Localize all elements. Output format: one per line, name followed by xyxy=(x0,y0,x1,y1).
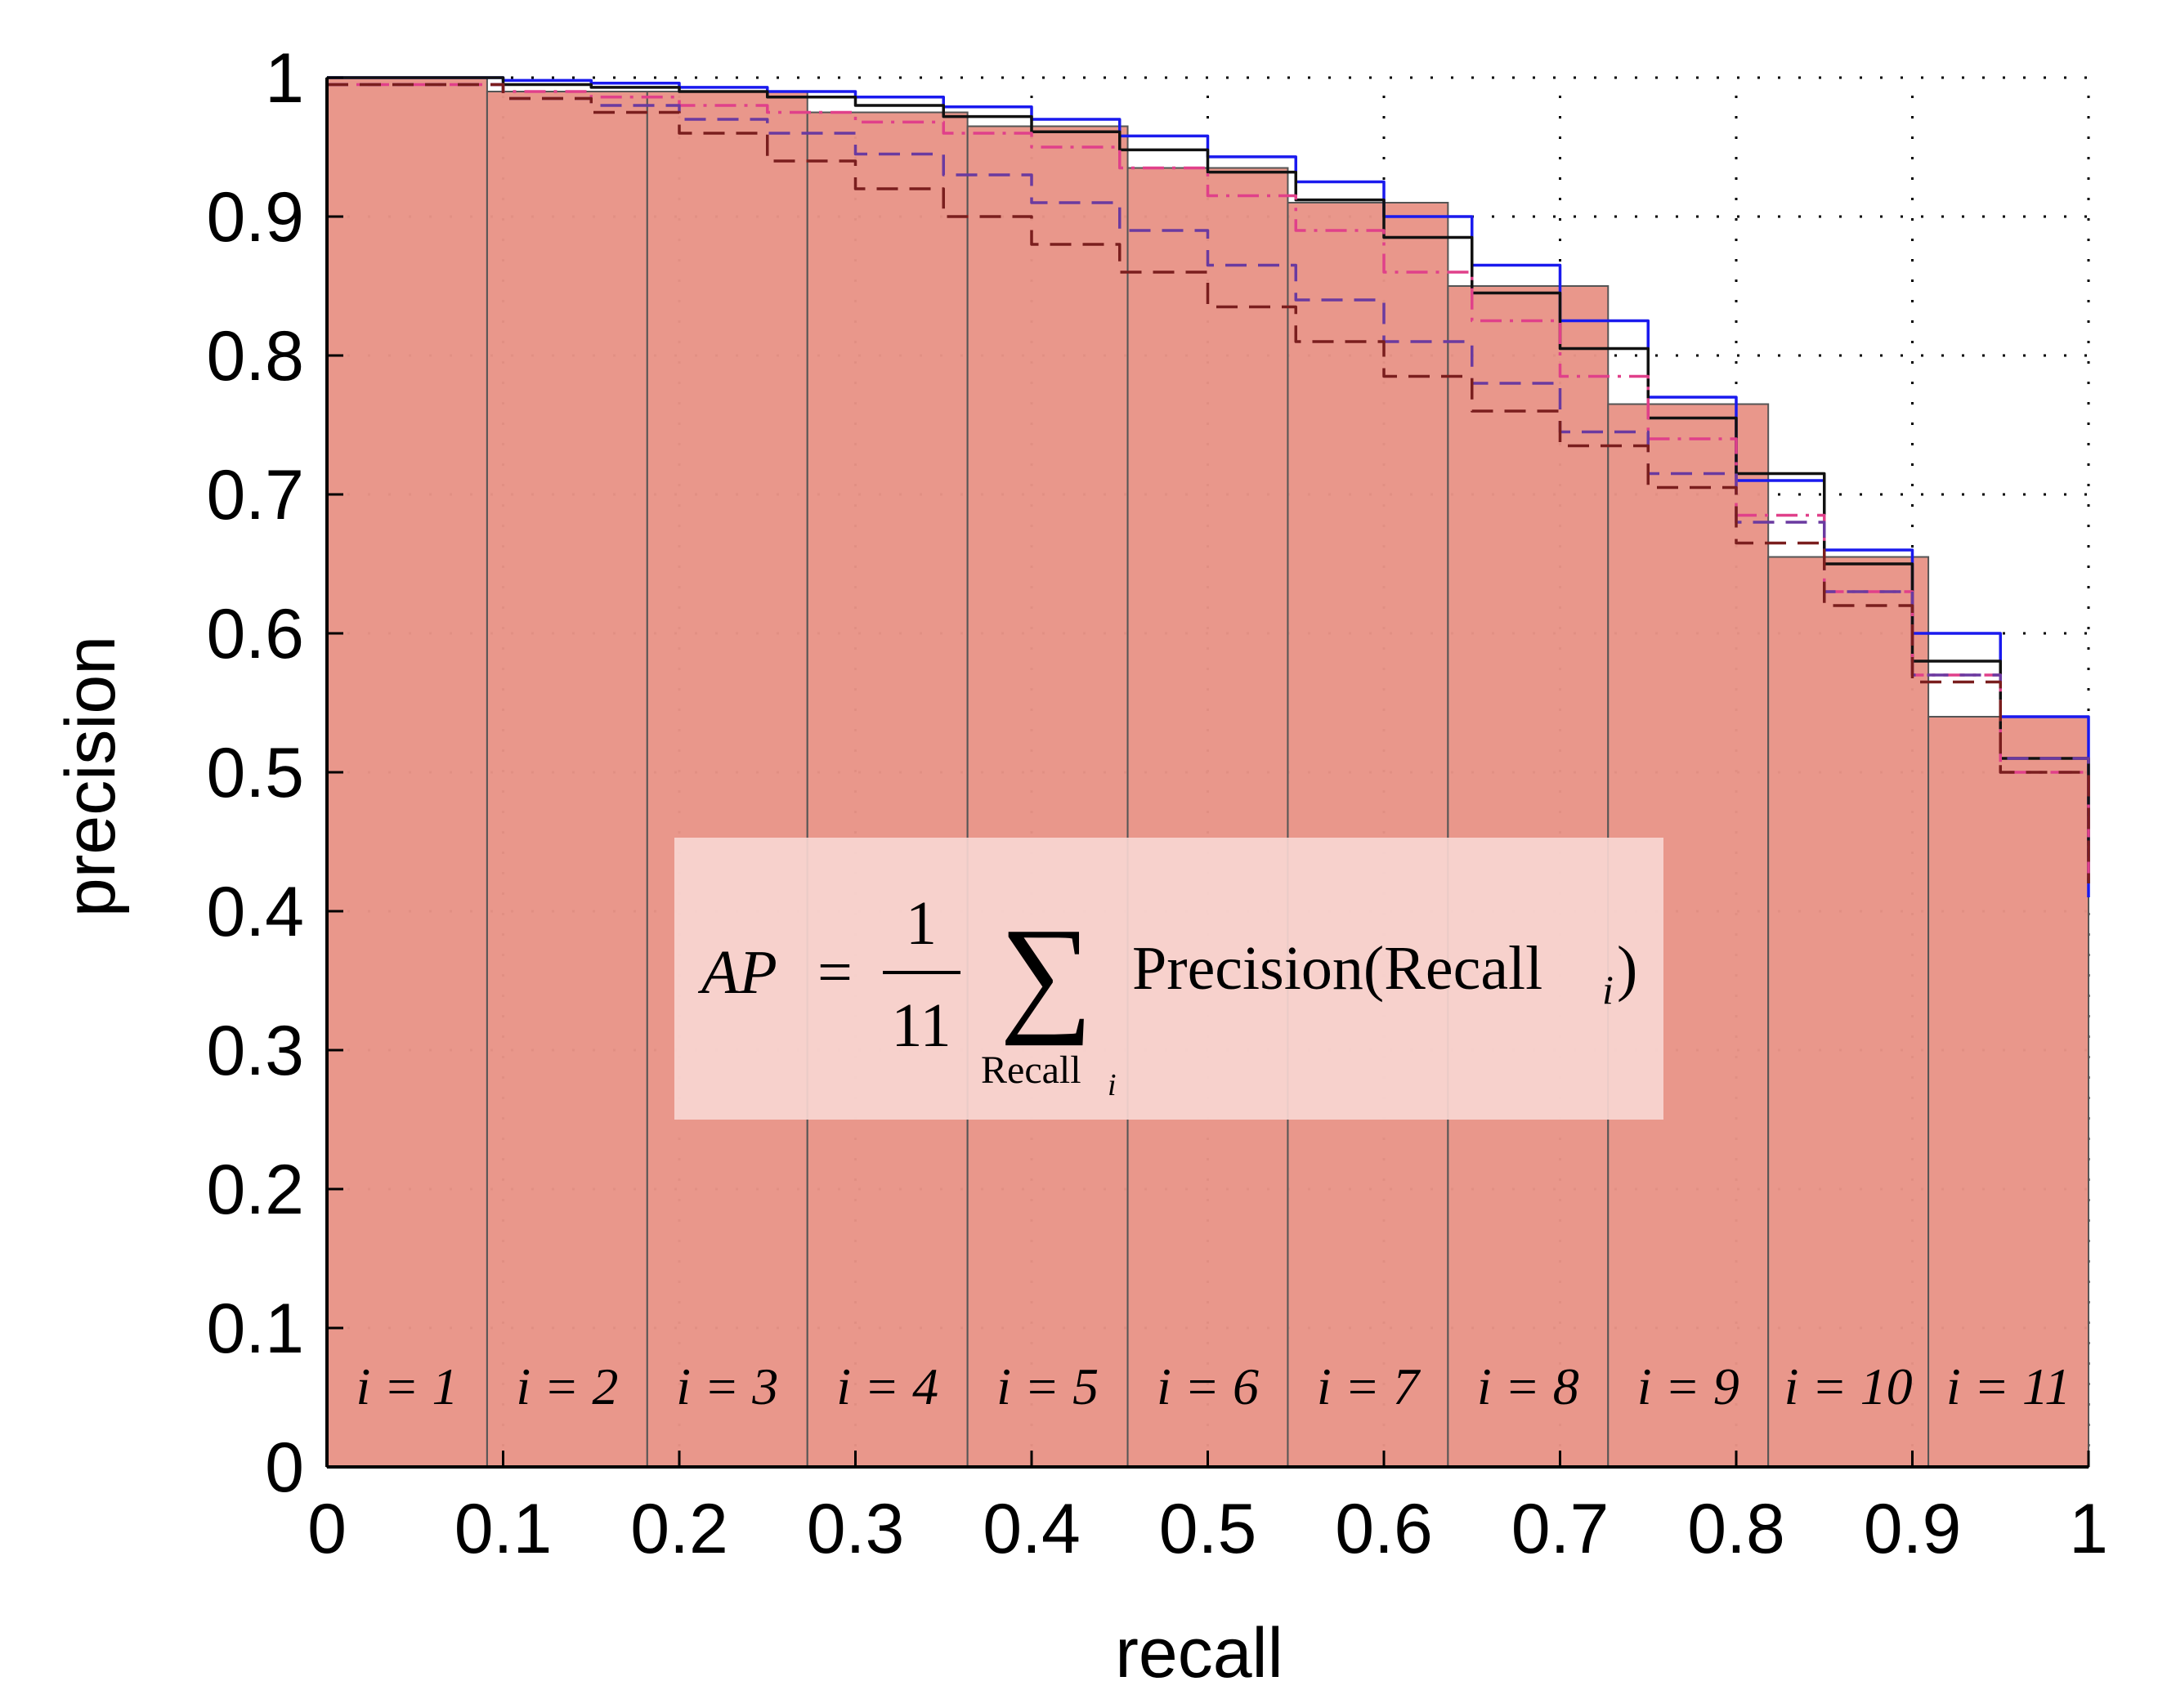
bin-bar xyxy=(966,125,1129,1468)
x-tick-label: 0.3 xyxy=(807,1490,905,1568)
y-axis-label: precision xyxy=(51,636,130,917)
bin-bar xyxy=(1126,167,1289,1468)
formula-sum-subscript: Recall xyxy=(981,1048,1081,1092)
formula-equals: = xyxy=(817,938,853,1007)
formula-term-index: i xyxy=(1602,967,1614,1013)
bin-bar xyxy=(326,77,488,1468)
bin-labels: i = 1 i = 2 i = 3 i = 4 i = 5 i = 6 i = 7 i = 8… xyxy=(356,1357,2071,1415)
x-tick-label: 0.1 xyxy=(454,1490,553,1568)
bin-bar xyxy=(1767,556,1930,1468)
y-tick-label: 1 xyxy=(265,39,304,118)
bin-label: i = 8 xyxy=(1477,1357,1579,1415)
formula-term-close: ) xyxy=(1617,934,1637,1003)
bin-label: i = 6 xyxy=(1157,1357,1259,1415)
bin-bar xyxy=(486,91,648,1468)
y-tick-label: 0 xyxy=(265,1429,304,1507)
formula-numerator: 1 xyxy=(906,889,937,958)
y-tick-label: 0.3 xyxy=(206,1012,304,1090)
bin-label: i = 1 xyxy=(356,1357,458,1415)
x-tick-label: 0.4 xyxy=(983,1490,1081,1568)
bin-label: i = 9 xyxy=(1637,1357,1739,1415)
y-tick-label: 0.9 xyxy=(206,178,304,257)
x-tick-label: 1 xyxy=(2069,1490,2108,1568)
bin-label: i = 4 xyxy=(836,1357,938,1415)
y-tick-label: 0.7 xyxy=(206,456,304,534)
bin-label: i = 10 xyxy=(1784,1357,1913,1415)
formula-sum-symbol: ∑ xyxy=(1000,901,1093,1046)
formula-lhs: AP xyxy=(697,938,777,1007)
y-tick-label: 0.8 xyxy=(206,317,304,396)
formula-sum-subscript-index: i xyxy=(1108,1068,1117,1102)
x-tick-label: 0.8 xyxy=(1687,1490,1785,1568)
ticks: 0 0.1 0.2 0.3 0.4 0.5 0.6 0.7 0.8 0.9 1 0 0.1 0.2 0.3 0… xyxy=(206,39,2107,1568)
x-tick-label: 0 xyxy=(307,1490,347,1568)
series-line xyxy=(327,83,2090,883)
bin-label: i = 3 xyxy=(676,1357,778,1415)
x-axis-label: recall xyxy=(1115,1614,1283,1692)
formula-denominator: 11 xyxy=(891,991,951,1060)
bin-bar xyxy=(646,91,808,1468)
formula-background xyxy=(674,838,1663,1120)
bin-bar xyxy=(1927,716,2089,1468)
x-tick-label: 0.9 xyxy=(1864,1490,1962,1568)
x-tick-label: 0.5 xyxy=(1159,1490,1257,1568)
bin-bar xyxy=(806,111,969,1468)
bin-label: i = 5 xyxy=(996,1357,1099,1415)
bin-bar xyxy=(1287,202,1449,1468)
bin-label: i = 11 xyxy=(1946,1357,2071,1415)
x-tick-label: 0.6 xyxy=(1335,1490,1433,1568)
y-tick-label: 0.4 xyxy=(206,873,304,951)
curves xyxy=(327,76,2090,897)
axes xyxy=(325,76,2090,1469)
bin-label: i = 7 xyxy=(1317,1357,1422,1415)
x-tick-label: 0.7 xyxy=(1511,1490,1610,1568)
y-tick-label: 0.6 xyxy=(206,595,304,673)
y-tick-label: 0.5 xyxy=(206,734,304,812)
formula-term: Precision(Recall xyxy=(1132,934,1542,1003)
y-tick-label: 0.2 xyxy=(206,1151,304,1229)
x-tick-label: 0.2 xyxy=(630,1490,728,1568)
bin-label: i = 2 xyxy=(516,1357,618,1415)
y-tick-label: 0.1 xyxy=(206,1290,304,1368)
bins xyxy=(326,77,2089,1468)
